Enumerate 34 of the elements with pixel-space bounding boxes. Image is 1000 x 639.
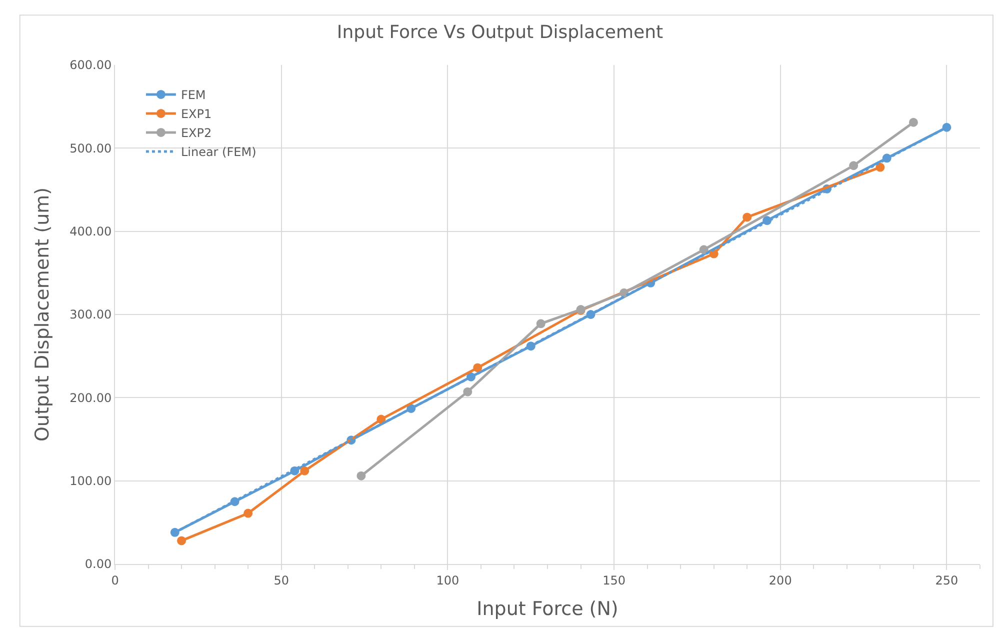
y-tick-label: 200.00 <box>70 390 112 405</box>
x-tick-label: 250 <box>935 573 958 588</box>
point <box>942 122 952 132</box>
point <box>742 212 752 222</box>
y-tick-label: 600.00 <box>70 58 112 72</box>
chart-title: Input Force Vs Output Displacement <box>336 22 664 44</box>
point <box>177 536 186 546</box>
x-tick-label: 50 <box>274 573 289 588</box>
y-tick-label: 0.00 <box>84 557 112 572</box>
point <box>536 319 546 328</box>
point <box>356 471 366 480</box>
point <box>244 508 253 518</box>
x-tick-label: 150 <box>602 573 626 588</box>
point <box>300 466 310 476</box>
y-tick-label: 400.00 <box>70 224 112 239</box>
y-tick-label: 500.00 <box>70 141 112 156</box>
legend-label: FEM <box>180 88 206 102</box>
y-tick-label: 300.00 <box>70 308 112 322</box>
y-tick-label: 100.00 <box>70 474 112 488</box>
point <box>876 162 885 172</box>
point <box>473 363 482 372</box>
point <box>463 387 472 396</box>
x-tick-label: 200 <box>768 573 792 588</box>
point <box>849 161 858 170</box>
legend-label: Linear (FEM) <box>180 145 256 160</box>
point <box>376 414 386 424</box>
point <box>908 118 918 127</box>
x-tick-label: 100 <box>436 573 460 588</box>
legend-label: EXP2 <box>180 126 212 140</box>
x-axis-title: Input Force (N) <box>476 598 618 620</box>
point <box>699 245 708 254</box>
legend-label: EXP1 <box>180 107 212 122</box>
y-axis-title: Output Displacement (um) <box>31 187 54 442</box>
x-tick-label: 0 <box>111 573 119 588</box>
